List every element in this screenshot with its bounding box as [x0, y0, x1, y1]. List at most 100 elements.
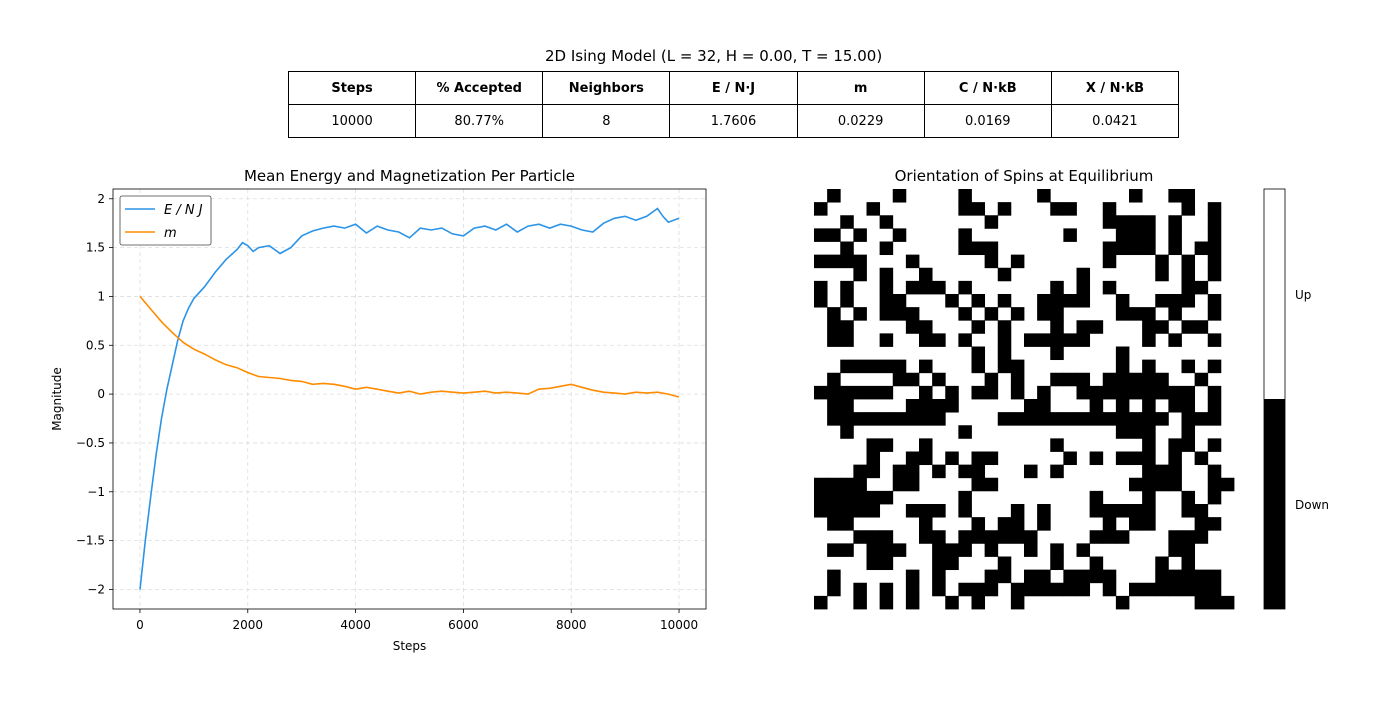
spin-cell-down — [1207, 254, 1222, 269]
stats-header-cell: m — [796, 71, 925, 105]
spin-cell-down — [1129, 241, 1143, 256]
spin-cell-down — [1024, 543, 1038, 557]
spin-cell-down — [1050, 582, 1064, 597]
spin-cell-down — [1181, 425, 1196, 439]
spin-cell-down — [1063, 582, 1077, 597]
spin-cell-down — [1115, 504, 1130, 518]
spin-cell-down — [853, 530, 867, 544]
spin-cell-down — [984, 215, 999, 229]
spin-cell-down — [827, 228, 841, 242]
spin-cell-down — [1089, 490, 1104, 505]
spin-cell-down — [840, 215, 854, 229]
spin-cell-down — [971, 202, 986, 216]
spin-cell-down — [1115, 228, 1130, 242]
spin-cell-down — [866, 504, 881, 518]
spin-cell-down — [1050, 320, 1064, 334]
spin-cell-down — [1102, 280, 1117, 295]
spin-cell-down — [919, 267, 933, 282]
spin-cell-down — [1194, 280, 1209, 295]
spin-cell-down — [905, 477, 920, 492]
spin-cell-down — [971, 530, 986, 544]
spin-cell-down — [1115, 346, 1130, 361]
spin-cell-down — [1102, 582, 1117, 597]
spin-cell-down — [1089, 385, 1104, 400]
spin-cell-down — [827, 320, 841, 334]
y-tick-label: 2 — [97, 192, 105, 206]
spin-cell-down — [866, 438, 881, 452]
spin-cell-down — [1181, 543, 1196, 557]
spin-cell-down — [879, 412, 894, 426]
spin-cell-down — [1181, 530, 1196, 544]
spin-cell-down — [1129, 215, 1143, 229]
spin-cell-down — [1207, 464, 1222, 479]
spin-cell-down — [1142, 464, 1156, 479]
spin-cell-down — [1076, 280, 1091, 295]
spin-cell-down — [958, 543, 972, 557]
spin-cell-down — [1142, 490, 1156, 505]
spin-cell-down — [905, 412, 920, 426]
y-axis-label: Magnitude — [50, 367, 64, 431]
spin-cell-down — [971, 517, 986, 531]
y-tick-label: 0.5 — [86, 338, 105, 352]
y-tick-label: −1 — [87, 485, 105, 499]
spin-cell-down — [932, 569, 946, 584]
spin-cell-down — [958, 228, 972, 242]
spin-cell-down — [905, 254, 920, 269]
spin-cell-down — [1181, 254, 1196, 269]
spin-cell-down — [945, 556, 959, 571]
spin-cell-down — [1168, 307, 1182, 321]
spin-cell-down — [1089, 412, 1104, 426]
figure-title: 2D Ising Model (L = 32, H = 0.00, T = 15… — [545, 47, 883, 65]
spin-cell-down — [1155, 267, 1169, 282]
spin-cell-down — [866, 412, 881, 426]
spin-cell-down — [1102, 372, 1117, 387]
spin-cell-down — [840, 254, 854, 269]
spin-cell-down — [1168, 294, 1182, 308]
spin-cell-down — [984, 385, 999, 400]
spin-cell-down — [827, 399, 841, 413]
spin-cell-down — [840, 280, 854, 295]
spin-cell-down — [1181, 359, 1196, 374]
colorbar-frame — [1263, 188, 1286, 610]
spin-cell-down — [1024, 464, 1038, 479]
spin-cell-down — [958, 425, 972, 439]
spin-cell-down — [1010, 372, 1025, 387]
spin-cell-down — [1037, 412, 1051, 426]
spin-cell-down — [905, 595, 920, 610]
spin-cell-down — [1207, 333, 1222, 347]
spin-cell-down — [919, 517, 933, 531]
x-tick-label: 6000 — [448, 618, 479, 632]
spin-cell-down — [919, 438, 933, 452]
spin-cell-down — [840, 517, 854, 531]
spin-cell-down — [1102, 241, 1117, 256]
spin-cell-down — [905, 372, 920, 387]
spin-cell-down — [1063, 333, 1077, 347]
spin-cell-down — [1102, 504, 1117, 518]
spin-cell-down — [1155, 412, 1169, 426]
spin-cell-down — [853, 490, 867, 505]
spin-cell-down — [814, 254, 828, 269]
spin-cell-down — [853, 412, 867, 426]
spin-cell-down — [1010, 504, 1025, 518]
spin-cell-down — [1194, 241, 1209, 256]
spin-cell-down — [932, 582, 946, 597]
spin-cell-down — [1155, 372, 1169, 387]
spin-cell-down — [997, 530, 1012, 544]
spin-cell-down — [1115, 385, 1130, 400]
spin-cell-down — [1181, 320, 1196, 334]
spin-cell-down — [1155, 254, 1169, 269]
spin-cell-down — [1037, 582, 1051, 597]
spin-cell-down — [958, 490, 972, 505]
y-tick-label: −2 — [87, 582, 105, 596]
spin-cell-down — [1129, 451, 1143, 466]
spin-cell-down — [1142, 215, 1156, 229]
spin-cell-down — [1115, 241, 1130, 256]
spin-cell-down — [879, 359, 894, 374]
spin-cell-down — [1050, 438, 1064, 452]
stats-header-cell: E / N·J — [669, 71, 798, 105]
spin-cell-down — [1155, 464, 1169, 479]
y-tick-label: 1 — [97, 289, 105, 303]
spin-cell-down — [892, 464, 907, 479]
spin-cell-down — [945, 385, 959, 400]
spin-cell-down — [958, 241, 972, 256]
